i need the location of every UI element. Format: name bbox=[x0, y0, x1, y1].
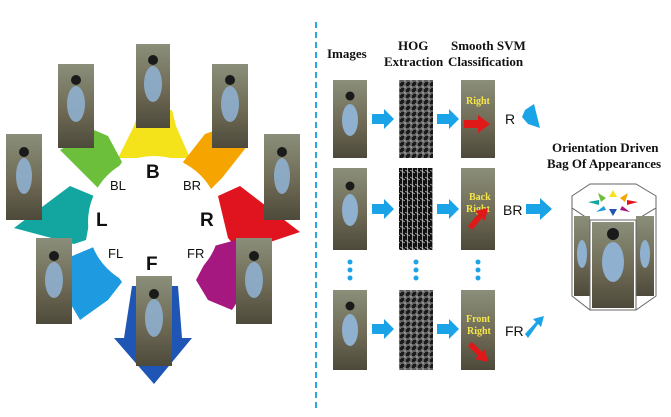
row1-arrow-1 bbox=[372, 109, 394, 129]
row3-arrow-1 bbox=[372, 319, 394, 339]
row3-output-arrow bbox=[525, 316, 544, 338]
row3-thumb-text-2: Right bbox=[467, 326, 492, 337]
header-hog-2: Extraction bbox=[384, 54, 444, 69]
prism-top-wheel bbox=[588, 190, 638, 216]
label-b: B bbox=[146, 162, 160, 183]
pipeline-row-2: Back Right BR bbox=[333, 168, 552, 250]
wedge-r bbox=[218, 186, 300, 252]
row2-hog bbox=[399, 168, 433, 250]
label-bl: BL bbox=[110, 178, 126, 193]
row2-svm bbox=[461, 168, 495, 250]
pipeline: Images HOG Extraction Smooth SVM Classif… bbox=[327, 38, 552, 370]
label-br: BR bbox=[183, 178, 201, 193]
row2-output-arrow bbox=[526, 198, 552, 220]
label-fr: FR bbox=[187, 246, 204, 261]
row3-thumb-text-1: Front bbox=[466, 314, 491, 325]
continuation-dots bbox=[347, 259, 481, 281]
result-title-2: Bag Of Appearances bbox=[547, 156, 661, 171]
label-f: F bbox=[146, 254, 158, 275]
label-fl: FL bbox=[108, 246, 123, 261]
row3-output: FR bbox=[505, 323, 524, 339]
row2-thumb-text-2: Right bbox=[466, 204, 491, 215]
pipeline-row-3: Front Right FR bbox=[333, 290, 544, 370]
row3-arrow-2 bbox=[437, 319, 459, 339]
row1-arrow-2 bbox=[437, 109, 459, 129]
row3-red-arrow bbox=[468, 342, 488, 362]
row1-output: R bbox=[505, 111, 515, 127]
pipeline-row-1: Right R bbox=[333, 80, 540, 158]
header-svm-1: Smooth SVM bbox=[451, 38, 526, 53]
row1-thumb-text: Right bbox=[466, 96, 491, 107]
row1-hog bbox=[399, 80, 433, 158]
header-hog-1: HOG bbox=[398, 38, 428, 53]
prism-top bbox=[571, 183, 657, 221]
row1-red-arrow bbox=[464, 115, 490, 133]
result-title-1: Orientation Driven bbox=[552, 140, 659, 155]
header-images: Images bbox=[327, 46, 367, 61]
row2-arrow-2 bbox=[437, 199, 459, 219]
row2-thumb-text-1: Back bbox=[469, 192, 491, 203]
header-svm-2: Classification bbox=[448, 54, 524, 69]
wheel-center bbox=[88, 156, 220, 288]
bag-of-appearances: Orientation Driven Bag Of Appearances bbox=[547, 140, 661, 311]
wheel-photos bbox=[6, 44, 300, 366]
orientation-wheel: B BL BR L R FL F FR bbox=[6, 44, 300, 384]
row1-output-arrow bbox=[522, 104, 540, 128]
label-l: L bbox=[96, 210, 108, 231]
label-r: R bbox=[200, 210, 214, 231]
row2-arrow-1 bbox=[372, 199, 394, 219]
row2-red-arrow bbox=[468, 208, 488, 230]
row3-hog bbox=[399, 290, 433, 370]
row2-output: BR bbox=[503, 202, 522, 218]
wedge-l bbox=[14, 186, 94, 244]
